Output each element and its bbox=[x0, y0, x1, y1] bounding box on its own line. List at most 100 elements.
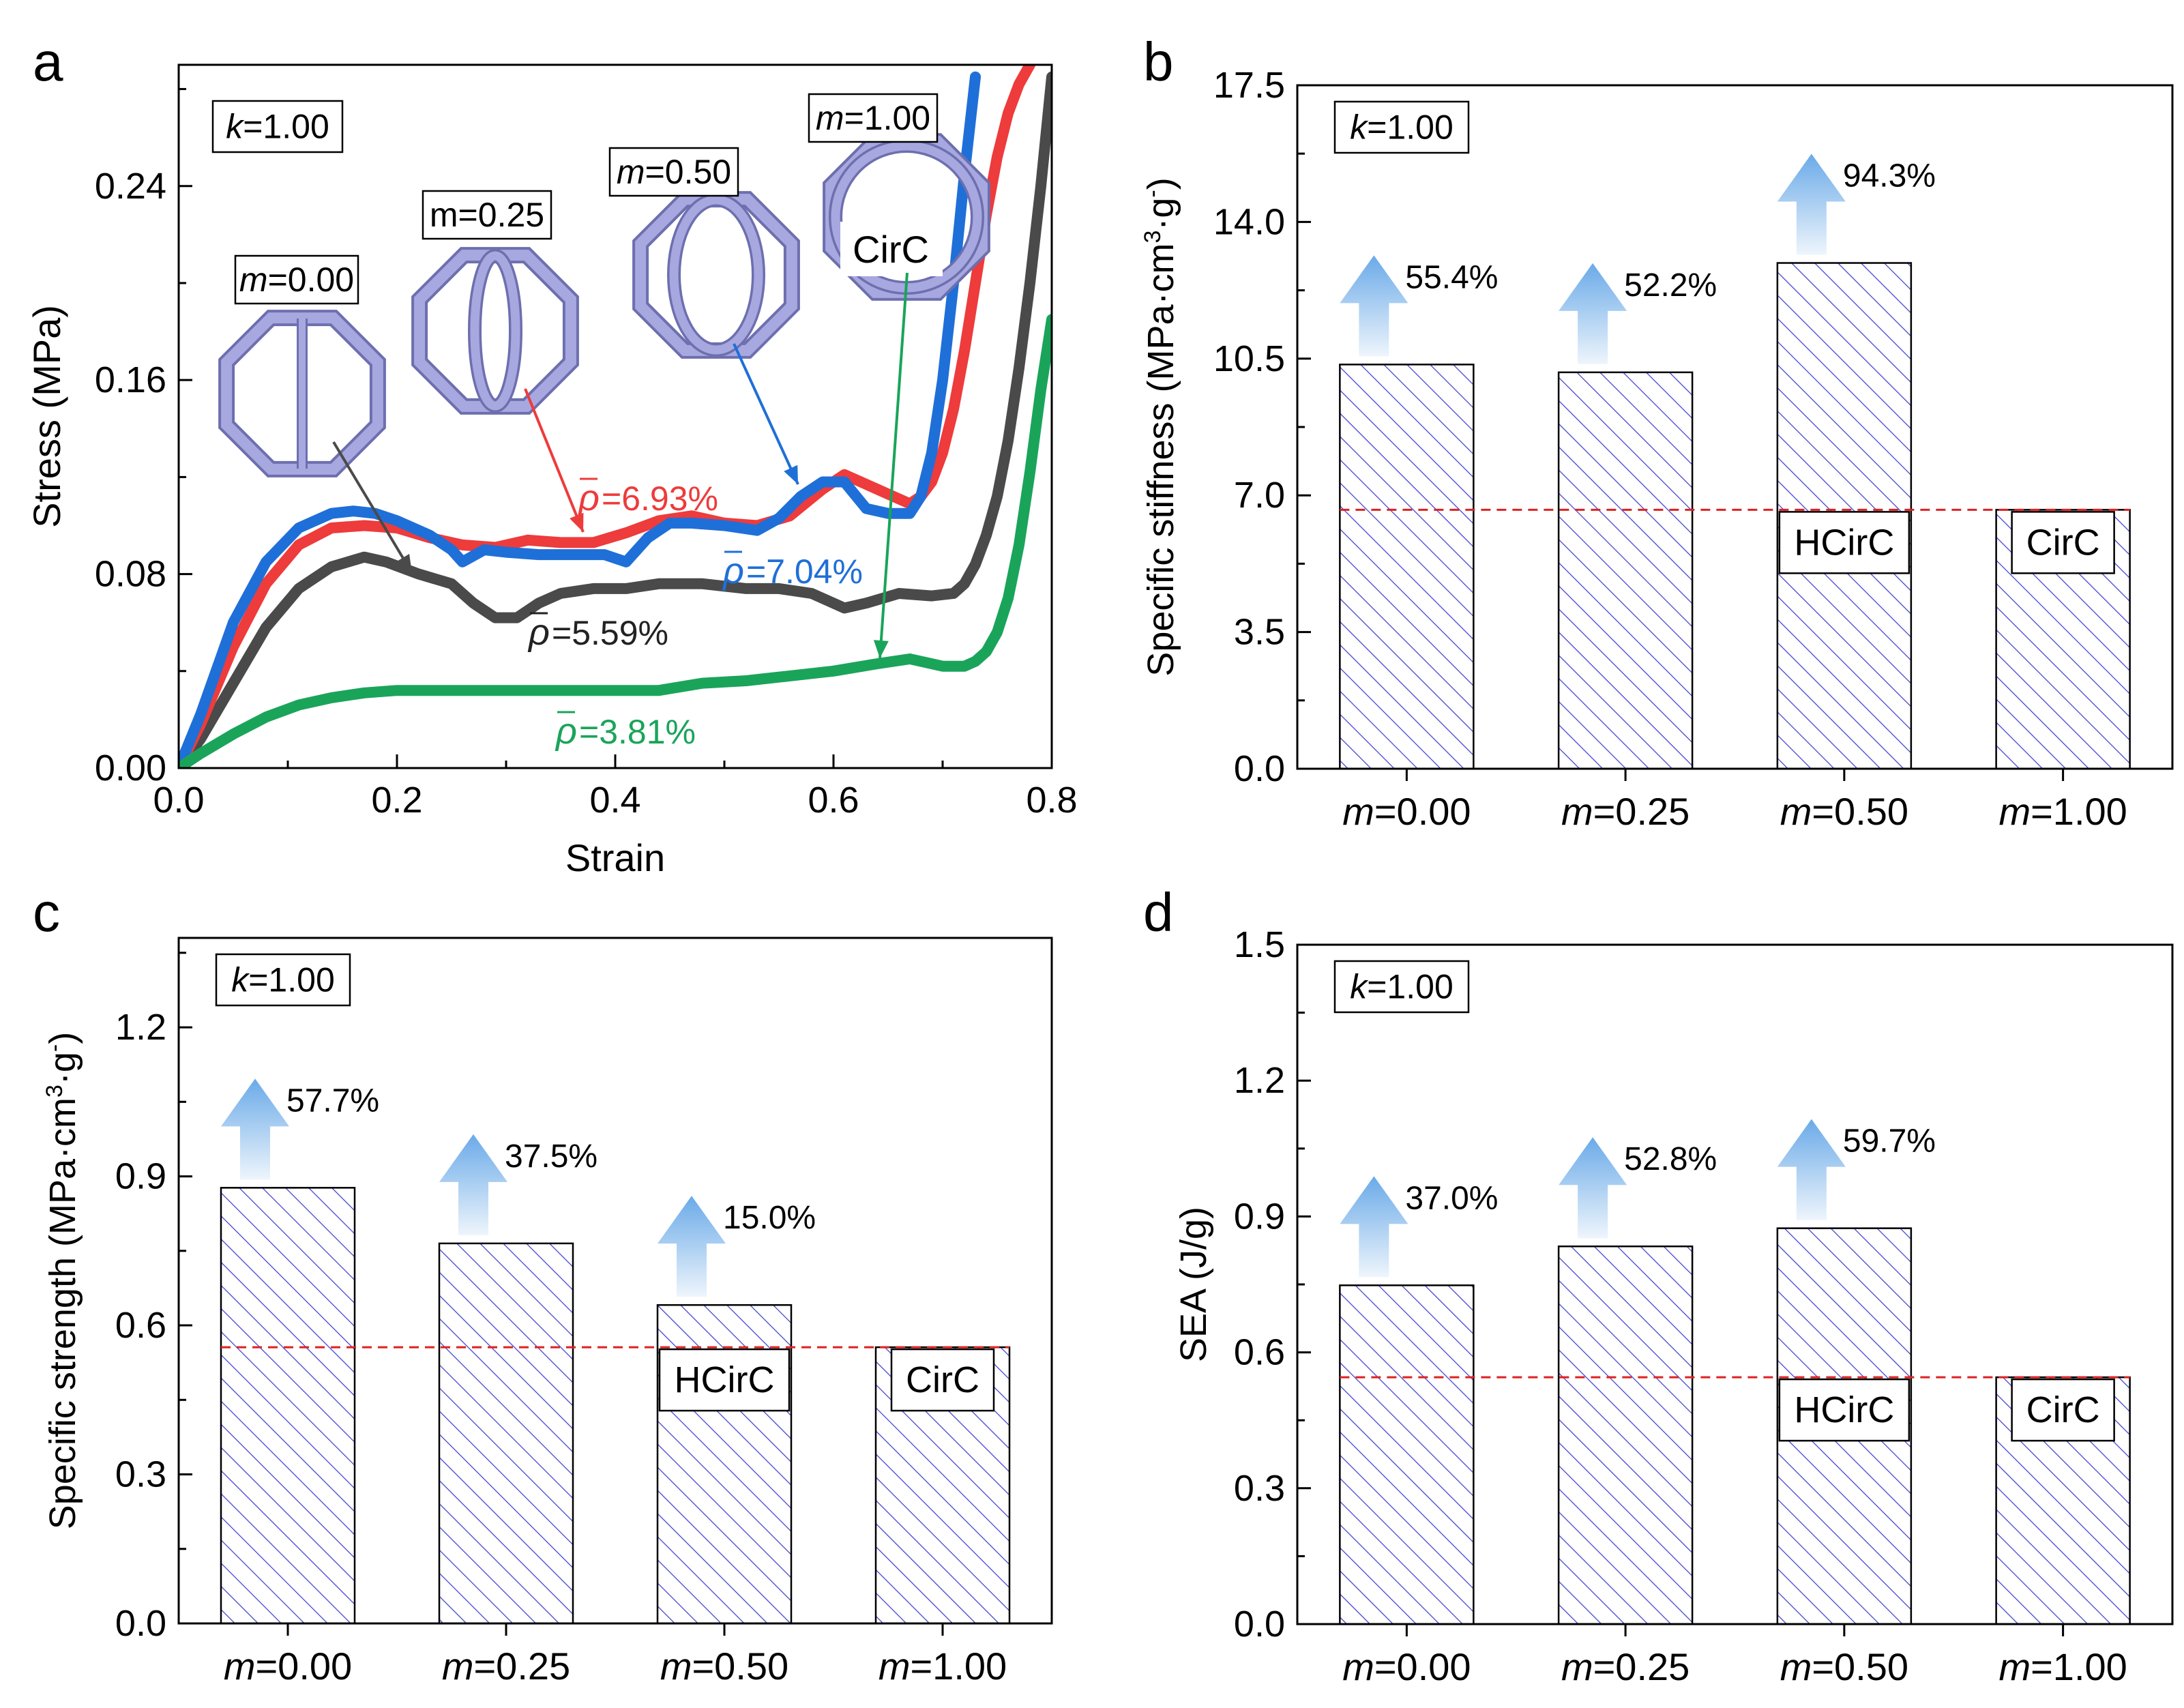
y-axis-label: Specific stiffness (MPa·cm3·g-) bbox=[1140, 177, 1181, 676]
pointer-head-icon bbox=[396, 554, 412, 573]
bar-m=0.25 bbox=[1557, 371, 1694, 770]
label-circ: CirC bbox=[2026, 1389, 2100, 1430]
panel-letter-a: a bbox=[33, 31, 63, 92]
x-tick-label: 0.8 bbox=[1026, 780, 1077, 821]
up-arrow-icon bbox=[1777, 153, 1846, 255]
y-tick-label: 1.2 bbox=[1234, 1060, 1285, 1101]
percentage-m=0.25: 37.5% bbox=[505, 1138, 597, 1175]
x-axis-label: Strain bbox=[565, 836, 665, 879]
label-circ: CirC bbox=[906, 1359, 979, 1400]
cell-label: m=1.00 bbox=[816, 99, 930, 137]
label-circ-box bbox=[2011, 1378, 2115, 1442]
label-hcirc: HCirC bbox=[675, 1359, 775, 1400]
x-tick-label: m=1.00 bbox=[1998, 790, 2127, 833]
rho-symbol: ρ bbox=[555, 711, 577, 752]
y-axis-label: Specific strength (MPa·cm3·g-) bbox=[42, 1032, 83, 1529]
panel-a: 0.0 0.2 0.4 0.6 0.8 0.00 0.08 0.16 0.24 Strain Str… bbox=[25, 63, 1078, 879]
y-tick-label: 1.5 bbox=[1234, 924, 1285, 965]
up-arrow-icon bbox=[658, 1196, 726, 1297]
cell-frame bbox=[414, 250, 576, 412]
cell-label-box bbox=[608, 147, 739, 197]
percentage-m=0.25: 52.2% bbox=[1624, 267, 1717, 304]
x-tick-label: 0.6 bbox=[808, 780, 859, 821]
unit-cell-3: m=1.00 bbox=[808, 93, 990, 301]
cell-label: m=0.00 bbox=[239, 261, 354, 299]
x-tick-label: 0.0 bbox=[153, 780, 204, 821]
percentage-m=0.50: 94.3% bbox=[1843, 158, 1936, 194]
density-label: ρ =6.93% bbox=[577, 477, 718, 518]
panel-c: 0.0 0.3 0.6 0.9 1.2 m=0.00 m=0.25 m=0.50 m=1.00 S… bbox=[42, 937, 1053, 1688]
tag-box bbox=[1333, 960, 1470, 1014]
up-arrow-icon bbox=[1559, 1137, 1627, 1239]
label-circ-box bbox=[2011, 511, 2115, 574]
panel-b: 0.0 3.5 7.0 10.5 14.0 17.5 m=0.00 m=0.25 m=0.50 m… bbox=[1140, 65, 2174, 833]
up-arrow-icon bbox=[1777, 1119, 1846, 1220]
panel-d: 0.0 0.3 0.6 0.9 1.2 1.5 m=0.00 m=0.25 m=0.50 m=1.… bbox=[1173, 924, 2174, 1688]
plot-frame bbox=[177, 937, 1053, 1625]
pointer-line bbox=[332, 441, 413, 574]
x-tick-label: m=0.50 bbox=[1780, 790, 1908, 833]
cell-label: m=0.25 bbox=[430, 196, 544, 234]
label-hcirc-box bbox=[1778, 1378, 1910, 1442]
panel-letter-d: d bbox=[1143, 882, 1174, 943]
y-tick-label: 10.5 bbox=[1213, 338, 1285, 379]
x-tick-label: m=0.50 bbox=[660, 1645, 788, 1688]
series-line-m=0.50 bbox=[179, 71, 981, 768]
y-tick-label: 0.0 bbox=[1234, 1604, 1285, 1645]
cell-frame bbox=[635, 194, 797, 356]
x-tick-label: m=0.00 bbox=[1342, 790, 1471, 833]
bar-m=0.00 bbox=[1339, 364, 1475, 770]
label-hcirc: HCirC bbox=[1794, 522, 1894, 563]
y-tick-label: 0.9 bbox=[1234, 1196, 1285, 1237]
x-tick-label: m=0.25 bbox=[442, 1645, 570, 1688]
up-arrow-icon bbox=[1340, 255, 1408, 357]
y-tick-label: 7.0 bbox=[1234, 475, 1285, 516]
label-circ-box bbox=[890, 1348, 995, 1412]
label-hcirc-box bbox=[1778, 511, 1910, 574]
rho-symbol: ρ bbox=[527, 612, 550, 653]
density-label: ρ =3.81% bbox=[555, 711, 696, 752]
y-tick-label: 17.5 bbox=[1213, 65, 1285, 106]
y-tick-label: 0.3 bbox=[1234, 1468, 1285, 1509]
tag-label: k=1.00 bbox=[226, 108, 329, 146]
tag-box bbox=[215, 953, 351, 1007]
x-tick-label: m=1.00 bbox=[1998, 1645, 2127, 1688]
unit-cell-2: m=0.50 bbox=[608, 147, 800, 359]
percentage-m=0.00: 55.4% bbox=[1405, 259, 1498, 295]
density-value: =3.81% bbox=[579, 713, 696, 751]
bar-m=0.00 bbox=[220, 1187, 356, 1625]
y-tick-label: 0.16 bbox=[95, 359, 166, 400]
x-tick-label: 0.4 bbox=[589, 780, 640, 821]
tag-label: k=1.00 bbox=[231, 961, 335, 999]
pointer-head-icon bbox=[570, 512, 584, 532]
y-tick-label: 14.0 bbox=[1213, 201, 1285, 242]
y-tick-label: 0.0 bbox=[115, 1603, 166, 1644]
cell-ring bbox=[669, 195, 763, 355]
density-label: ρ =5.59% bbox=[527, 612, 668, 653]
series-line-m=1.00 bbox=[179, 314, 1052, 768]
x-tick-label: m=1.00 bbox=[879, 1645, 1007, 1688]
cell-label-box bbox=[422, 190, 552, 240]
rho-symbol: ρ bbox=[577, 477, 600, 518]
series-line-m=0.00 bbox=[179, 71, 1052, 768]
cell-label: m=0.50 bbox=[617, 153, 731, 191]
pointer-head-icon bbox=[873, 640, 889, 658]
y-tick-label: 0.6 bbox=[1234, 1332, 1285, 1373]
percentage-m=0.00: 37.0% bbox=[1405, 1180, 1498, 1216]
percentage-m=0.50: 59.7% bbox=[1843, 1123, 1936, 1160]
panel-letter-c: c bbox=[33, 882, 60, 943]
x-tick-label: m=0.00 bbox=[224, 1645, 352, 1688]
y-tick-label: 0.0 bbox=[1234, 748, 1285, 789]
up-arrow-icon bbox=[439, 1134, 507, 1235]
cell-name: CirC bbox=[853, 228, 929, 271]
up-arrow-icon bbox=[1340, 1176, 1408, 1278]
label-hcirc: HCirC bbox=[1794, 1389, 1894, 1430]
unit-cell-0: m=0.00 bbox=[218, 254, 386, 477]
pointer-line bbox=[524, 388, 585, 533]
y-tick-label: 3.5 bbox=[1234, 612, 1285, 653]
y-tick-label: 0.9 bbox=[115, 1156, 166, 1197]
cell-ring bbox=[470, 251, 520, 411]
y-tick-label: 0.00 bbox=[95, 748, 166, 789]
pointer-line bbox=[879, 272, 909, 659]
y-tick-label: 0.24 bbox=[95, 166, 166, 207]
